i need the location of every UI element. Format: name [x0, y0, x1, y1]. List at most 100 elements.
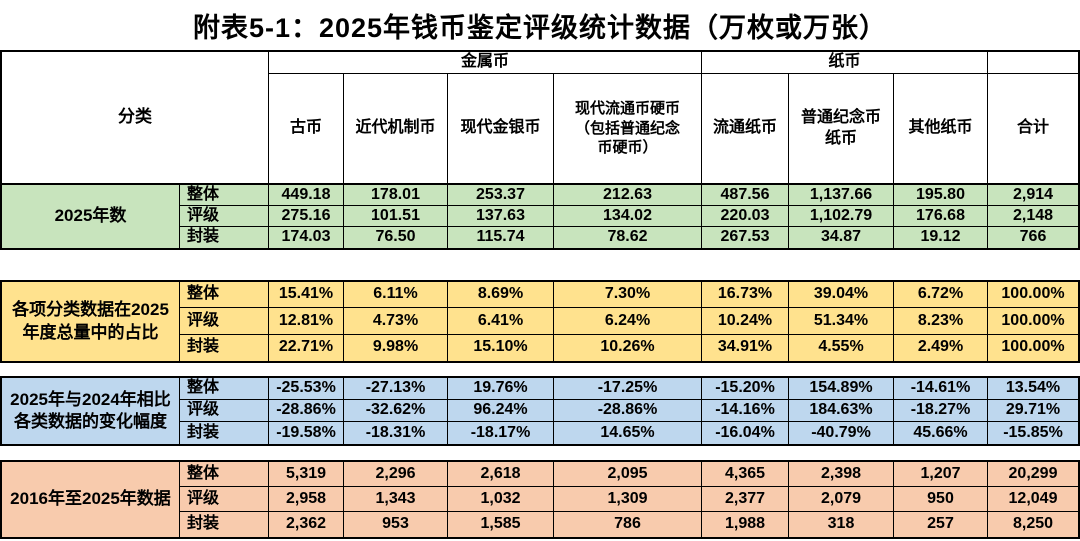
section-yoy-change: 2025年与2024年相比 各类数据的变化幅度 整体 -25.53% -27.13% 1…	[0, 376, 1080, 446]
column-header-circulating-note: 流通纸币	[702, 74, 789, 183]
data-cell: 178.01	[344, 185, 448, 206]
data-cell: 1,988	[702, 512, 789, 537]
data-cell: 9.98%	[344, 334, 448, 361]
section-label: 2025年与2024年相比 各类数据的变化幅度	[2, 378, 180, 444]
data-cell: 7.30%	[554, 282, 702, 309]
data-cell: 22.71%	[269, 334, 344, 361]
data-cell: 96.24%	[448, 400, 554, 422]
data-cell: -15.20%	[702, 378, 789, 400]
row-type-label: 整体	[180, 282, 269, 309]
data-cell: -14.16%	[702, 400, 789, 422]
data-cell: 174.03	[269, 227, 344, 248]
data-cell: 137.63	[448, 206, 554, 227]
data-cell: 2,148	[988, 206, 1078, 227]
row-type-label: 评级	[180, 400, 269, 422]
data-cell: -18.27%	[894, 400, 988, 422]
paper-money-group-header: 纸币	[702, 52, 988, 74]
row-type-label: 封装	[180, 227, 269, 248]
data-cell: 1,137.66	[789, 185, 894, 206]
data-cell: -14.61%	[894, 378, 988, 400]
corner-empty-cell	[988, 52, 1078, 74]
data-cell: 267.53	[702, 227, 789, 248]
total-column-header: 合计	[1016, 119, 1049, 137]
data-cell: 34.87	[789, 227, 894, 248]
data-cell: 220.03	[702, 206, 789, 227]
metal-coin-group-header: 金属币	[269, 52, 702, 74]
data-cell: 1,309	[554, 487, 702, 512]
classify-header-cell: 分类	[2, 52, 269, 183]
data-cell: 6.72%	[894, 282, 988, 309]
data-cell: 16.73%	[702, 282, 789, 309]
data-cell: 45.66%	[894, 422, 988, 444]
data-cell: 786	[554, 512, 702, 537]
data-cell: 487.56	[702, 185, 789, 206]
data-cell: 8.23%	[894, 308, 988, 335]
section-label: 2025年数	[2, 185, 180, 248]
data-cell: 212.63	[554, 185, 702, 206]
data-cell: 4.55%	[789, 334, 894, 361]
data-cell: 2,618	[448, 462, 554, 487]
data-cell: 10.24%	[702, 308, 789, 335]
column-header-commemorative-note: 普通纪念币 纸币	[789, 74, 894, 183]
data-cell: 1,032	[448, 487, 554, 512]
data-cell: 101.51	[344, 206, 448, 227]
data-cell: 2,398	[789, 462, 894, 487]
section-2025-totals: 2025年数 整体 449.18 178.01 253.37 212.63 487.56 1,…	[0, 183, 1080, 250]
column-header-modern-machine-coin: 近代机制币	[344, 74, 448, 183]
data-cell: 950	[894, 487, 988, 512]
data-cell: 195.80	[894, 185, 988, 206]
data-cell: -28.86%	[554, 400, 702, 422]
row-type-label: 评级	[180, 487, 269, 512]
data-cell: 14.65%	[554, 422, 702, 444]
row-type-label: 评级	[180, 308, 269, 335]
data-cell: -25.53%	[269, 378, 344, 400]
section-gap	[0, 363, 1080, 376]
data-cell: 1,343	[344, 487, 448, 512]
table-header: 分类 金属币 纸币 古币 近代机制币 现代金银币 现代流通币硬币 （包括普通纪念…	[0, 50, 1080, 185]
data-cell: 2,079	[789, 487, 894, 512]
data-cell: 100.00%	[988, 282, 1078, 309]
data-cell: -18.17%	[448, 422, 554, 444]
data-cell: 1,102.79	[789, 206, 894, 227]
data-cell: 2,095	[554, 462, 702, 487]
data-cell: 184.63%	[789, 400, 894, 422]
row-type-label: 评级	[180, 206, 269, 227]
data-cell: 12.81%	[269, 308, 344, 335]
data-cell: -16.04%	[702, 422, 789, 444]
data-cell: 134.02	[554, 206, 702, 227]
data-cell: 275.16	[269, 206, 344, 227]
data-cell: 2,958	[269, 487, 344, 512]
data-cell: 2,296	[344, 462, 448, 487]
data-cell: 257	[894, 512, 988, 537]
data-cell: 318	[789, 512, 894, 537]
row-type-label: 整体	[180, 462, 269, 487]
data-cell: 15.41%	[269, 282, 344, 309]
column-header-modern-gold-silver-coin: 现代金银币	[448, 74, 554, 183]
data-cell: 19.12	[894, 227, 988, 248]
data-cell: 100.00%	[988, 308, 1078, 335]
data-cell: 8,250	[1012, 515, 1054, 533]
data-cell: 15.10%	[448, 334, 554, 361]
data-cell: 2,914	[988, 185, 1078, 206]
row-type-label: 封装	[180, 422, 269, 444]
section-2016-2025-data: 2016年至2025年数据 整体 5,319 2,296 2,618 2,095 4,365…	[0, 460, 1080, 539]
page-title: 附表5-1：2025年钱币鉴定评级统计数据（万枚或万张）	[192, 12, 888, 43]
data-cell: 115.74	[448, 227, 554, 248]
data-cell: 6.41%	[448, 308, 554, 335]
data-cell: 51.34%	[789, 308, 894, 335]
data-cell: 2,362	[269, 512, 344, 537]
section-2025-share: 各项分类数据在2025 年度总量中的占比 整体 15.41% 6.11% 8.69% 7.…	[0, 280, 1080, 363]
data-cell: 13.54%	[988, 378, 1078, 400]
data-cell: 1,207	[894, 462, 988, 487]
section-label: 2016年至2025年数据	[2, 462, 180, 537]
row-type-label: 整体	[180, 185, 269, 206]
section-gap	[0, 250, 1080, 280]
data-cell: 8.69%	[448, 282, 554, 309]
data-cell: 6.24%	[554, 308, 702, 335]
data-cell: 4,365	[702, 462, 789, 487]
data-cell: 253.37	[448, 185, 554, 206]
column-header-other-note: 其他纸币	[894, 74, 988, 183]
data-cell: 154.89%	[789, 378, 894, 400]
data-cell: 78.62	[554, 227, 702, 248]
